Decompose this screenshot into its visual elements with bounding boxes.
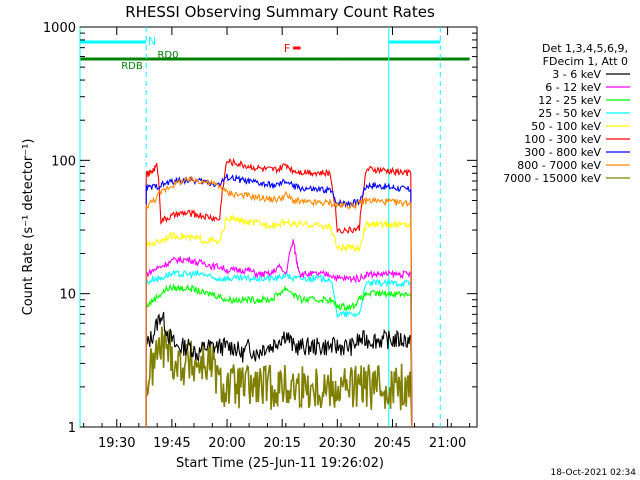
x-tick-label: 20:15 [263, 436, 300, 451]
series-line-2 [145, 283, 413, 428]
footer-timestamp: 18-Oct-2021 02:34 [551, 468, 637, 478]
legend-entry-label: 12 - 25 keV [538, 94, 601, 107]
y-axis-label: Count Rate (s⁻¹ detector⁻¹) [21, 139, 36, 316]
legend-entry-label: 3 - 6 keV [552, 68, 601, 81]
status-label-f: F [284, 42, 290, 55]
legend-header-line: Det 1,3,4,5,6,9, [542, 42, 628, 55]
legend-entry-label: 7000 - 15000 keV [503, 172, 601, 185]
x-tick-label: 19:30 [98, 436, 135, 451]
y-tick-label: 10 [59, 288, 76, 303]
series-lines [145, 157, 413, 428]
series-line-5 [145, 157, 413, 428]
y-tick-label: 1 [68, 421, 76, 436]
series-line-1 [145, 239, 413, 428]
x-axis-ticks: 19:30 19:45 20:00 20:15 20:30 20:45 21:00 [83, 27, 471, 451]
plot-frame [79, 26, 478, 428]
status-label-rd0: RD0 [157, 50, 178, 61]
vertical-markers [79, 27, 441, 427]
y-tick-label: 100 [51, 154, 76, 169]
x-tick-label: 20:00 [208, 436, 245, 451]
y-axis-ticks: 1 10 100 1000 [43, 21, 477, 436]
x-tick-label: 21:00 [429, 436, 466, 451]
legend-entry-label: 300 - 800 keV [524, 146, 601, 159]
legend-entry-label: 100 - 300 keV [524, 133, 601, 146]
legend-entry-label: 25 - 50 keV [538, 107, 601, 120]
x-axis-label: Start Time (25-Jun-11 19:26:02) [176, 456, 384, 471]
x-tick-label: 19:45 [153, 436, 190, 451]
legend-entry-label: 50 - 100 keV [531, 120, 601, 133]
legend-entry-label: 800 - 7000 keV [517, 159, 601, 172]
series-line-7 [145, 175, 413, 428]
x-tick-label: 20:45 [374, 436, 411, 451]
status-label-rdb: RDB [121, 61, 143, 72]
series-line-4 [145, 213, 413, 428]
y-tick-label: 1000 [43, 21, 76, 36]
legend-entry-label: 6 - 12 keV [545, 81, 601, 94]
series-line-3 [145, 269, 413, 428]
legend-header-line: FDecim 1, Att 0 [543, 55, 628, 68]
status-label-n: N [148, 35, 156, 48]
chart-title: RHESSI Observing Summary Count Rates [125, 3, 435, 21]
legend: Det 1,3,4,5,6,9,FDecim 1, Att 03 - 6 keV… [503, 42, 630, 185]
series-line-0 [145, 311, 413, 428]
x-tick-label: 20:30 [319, 436, 356, 451]
series-line-8 [145, 326, 413, 428]
